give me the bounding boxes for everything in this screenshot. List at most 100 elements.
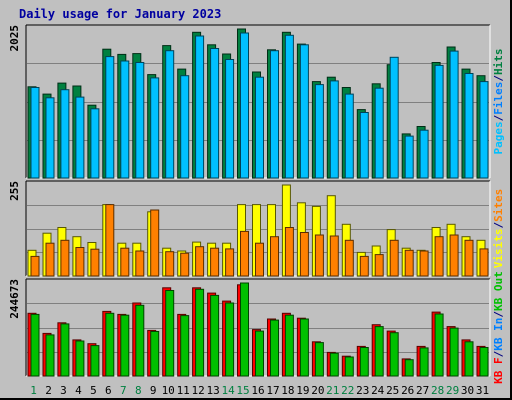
legend-item-visits: Visits	[492, 229, 505, 269]
bar-visits-sites-day-19	[299, 232, 309, 277]
bar-kbytes-kb-out-day-19	[299, 318, 309, 377]
legend-separator: /	[492, 75, 505, 82]
bar-hits-pages-day-7	[120, 60, 130, 179]
bar-visits-sites-day-25	[389, 239, 399, 277]
bar-kbytes-kb-out-day-7	[120, 314, 130, 377]
panel-visits-ymax-label: 255	[8, 181, 21, 201]
x-tick-label-day-21: 21	[326, 384, 339, 397]
x-tick-label-day-17: 17	[266, 384, 279, 397]
x-tick-label-day-4: 4	[75, 384, 82, 397]
bar-hits-pages-day-2	[45, 97, 55, 179]
bar-kbytes-kb-out-day-9	[150, 331, 160, 377]
bar-hits-pages-day-23	[359, 112, 369, 179]
bar-kbytes-kb-out-day-5	[90, 345, 100, 377]
bar-hits-pages-day-26	[404, 135, 414, 179]
x-tick-label-day-7: 7	[120, 384, 127, 397]
legend-separator: /	[492, 311, 505, 318]
x-tick-label-day-3: 3	[60, 384, 67, 397]
bar-hits-pages-day-18	[284, 34, 294, 179]
bar-hits-pages-day-24	[374, 87, 384, 179]
bar-kbytes-kb-out-day-8	[135, 304, 145, 377]
bar-kbytes-kb-out-day-15	[240, 282, 249, 377]
bar-hits-pages-day-29	[449, 50, 459, 179]
legend-item-kb-in: KB In	[492, 318, 505, 351]
bar-visits-sites-day-10	[165, 251, 175, 277]
panel-kbytes-ymax-label: 244673	[8, 279, 21, 319]
bar-kbytes-kb-out-day-3	[60, 323, 70, 377]
bar-kbytes-kb-out-day-14	[225, 302, 235, 377]
bar-visits-sites-day-8	[135, 250, 145, 277]
bar-hits-pages-day-16	[255, 76, 264, 179]
bar-hits-pages-day-9	[150, 77, 160, 179]
bar-visits-sites-day-21	[329, 235, 339, 277]
legend-item-files: Files	[492, 82, 505, 115]
bar-visits-sites-day-6	[105, 204, 115, 277]
x-tick-label-day-12: 12	[191, 384, 204, 397]
legend-item-hits: Hits	[492, 49, 505, 76]
x-tick-label-day-24: 24	[371, 384, 385, 397]
x-tick-label-day-31: 31	[476, 384, 489, 397]
x-tick-label-day-18: 18	[281, 384, 294, 397]
bar-hits-pages-day-5	[90, 108, 100, 179]
bar-kbytes-kb-out-day-26	[404, 359, 414, 377]
bar-visits-sites-day-24	[374, 254, 384, 277]
panel-hits-legend: Pages/Files/Hits	[492, 49, 505, 155]
bar-hits-pages-day-28	[434, 64, 444, 179]
x-tick-label-day-8: 8	[135, 384, 142, 397]
x-tick-label-day-11: 11	[177, 384, 190, 397]
x-tick-label-day-26: 26	[401, 384, 414, 397]
bar-hits-pages-day-12	[195, 35, 205, 179]
bar-visits-sites-day-27	[419, 250, 429, 277]
bar-kbytes-kb-out-day-16	[255, 330, 264, 377]
x-tick-label-day-15: 15	[236, 384, 249, 397]
x-tick-label-day-20: 20	[311, 384, 324, 397]
bar-kbytes-kb-out-day-12	[195, 288, 205, 377]
bar-kbytes-kb-out-day-11	[180, 315, 190, 377]
x-tick-label-day-22: 22	[341, 384, 354, 397]
bar-hits-pages-day-6	[105, 56, 115, 179]
x-tick-label-day-10: 10	[162, 384, 175, 397]
bar-visits-sites-day-17	[270, 236, 279, 277]
legend-item-sites: Sites	[492, 189, 505, 222]
x-tick-label-day-2: 2	[45, 384, 52, 397]
x-tick-label-day-6: 6	[105, 384, 112, 397]
bar-hits-pages-day-27	[419, 129, 429, 179]
x-tick-label-day-28: 28	[431, 384, 444, 397]
x-tick-label-day-30: 30	[461, 384, 474, 397]
bar-kbytes-kb-out-day-18	[284, 314, 294, 377]
bar-hits-pages-day-17	[270, 50, 279, 179]
bar-kbytes-kb-out-day-29	[449, 327, 459, 377]
bar-visits-sites-day-22	[344, 239, 354, 277]
bar-hits-pages-day-30	[464, 73, 474, 179]
bar-kbytes-kb-out-day-24	[374, 326, 384, 377]
bar-hits-pages-day-15	[240, 32, 249, 179]
bar-hits-pages-day-13	[210, 48, 220, 179]
bar-kbytes-kb-out-day-10	[165, 290, 175, 377]
bar-visits-sites-day-11	[180, 252, 190, 277]
bar-kbytes-kb-out-day-25	[389, 332, 399, 377]
x-tick-label-day-19: 19	[296, 384, 309, 397]
bar-visits-sites-day-4	[75, 247, 85, 277]
bar-kbytes-kb-out-day-21	[329, 352, 339, 377]
bar-visits-sites-day-9	[150, 209, 160, 277]
bar-kbytes-kb-out-day-30	[464, 341, 474, 377]
x-tick-label-day-14: 14	[221, 384, 235, 397]
bar-hits-pages-day-4	[75, 96, 85, 179]
bar-kbytes-kb-out-day-28	[434, 313, 444, 377]
x-tick-label-day-9: 9	[150, 384, 157, 397]
bar-hits-pages-day-8	[135, 62, 145, 179]
bar-kbytes-kb-out-day-20	[314, 342, 324, 377]
bar-kbytes-kb-out-day-6	[105, 312, 115, 377]
chart-title: Daily usage for January 2023	[19, 7, 222, 21]
bar-kbytes-kb-out-day-23	[359, 347, 369, 377]
panel-kbytes-legend: KB F/KB In/KB Out	[492, 271, 505, 384]
legend-item-kb-out: KB Out	[492, 271, 505, 311]
bar-visits-sites-day-14	[225, 248, 235, 277]
bar-hits-pages-day-21	[329, 80, 339, 179]
bar-visits-sites-day-23	[359, 255, 369, 277]
bar-kbytes-kb-out-day-13	[210, 294, 220, 377]
legend-separator: /	[492, 350, 505, 357]
bar-visits-sites-day-18	[284, 227, 294, 277]
bar-visits-sites-day-12	[195, 246, 205, 277]
